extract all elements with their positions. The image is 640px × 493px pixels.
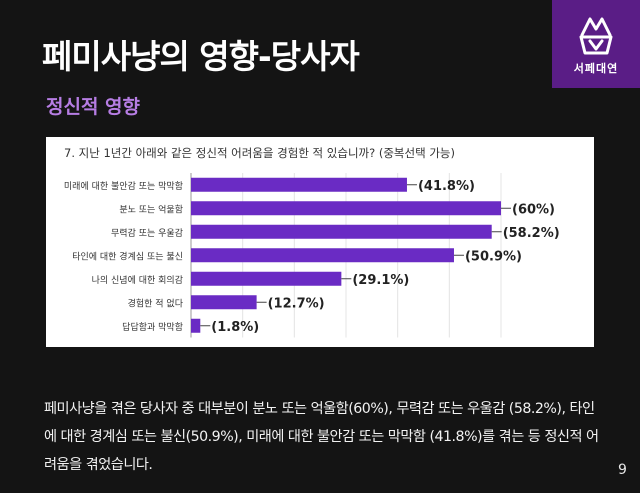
- logo-text: 서페대연: [573, 61, 619, 75]
- bar: [191, 201, 501, 216]
- tick-label: 나의 신념에 대한 회의감: [92, 274, 183, 286]
- tick-label: 답답함과 막막함: [122, 321, 183, 333]
- page-number: 9: [618, 462, 627, 478]
- chart-title: 7. 지난 1년간 아래와 같은 정신적 어려움을 경험한 적 있습니까? (중…: [64, 146, 455, 160]
- data-label: (60%): [512, 202, 555, 217]
- tick-label: 분노 또는 억울함: [119, 203, 183, 215]
- data-label: (29.1%): [352, 273, 409, 288]
- chart-panel: 7. 지난 1년간 아래와 같은 정신적 어려움을 경험한 적 있습니까? (중…: [46, 137, 594, 347]
- bar: [191, 248, 454, 263]
- tick-label: 타인에 대한 경계심 또는 불신: [72, 250, 183, 262]
- summary-text: 페미사냥을 겪은 당사자 중 대부분이 분노 또는 억울함(60%), 무력감 …: [44, 401, 599, 473]
- section-subtitle: 정신적 영향: [46, 96, 141, 118]
- logo: 서페대연: [552, 0, 640, 88]
- bar: [191, 318, 201, 333]
- data-label: (41.8%): [418, 179, 475, 194]
- bar: [191, 295, 257, 310]
- bar-chart: 7. 지난 1년간 아래와 같은 정신적 어려움을 경험한 적 있습니까? (중…: [64, 146, 560, 338]
- data-label: (58.2%): [503, 226, 560, 241]
- bar: [191, 224, 492, 239]
- tick-label: 미래에 대한 불안감 또는 막막함: [64, 180, 183, 192]
- tick-label: 무력감 또는 우울감: [111, 227, 183, 239]
- bar: [191, 177, 407, 192]
- data-label: (12.7%): [268, 296, 325, 311]
- data-label: (50.9%): [465, 249, 522, 264]
- tick-label: 경험한 적 없다: [128, 297, 184, 309]
- bar: [191, 271, 342, 286]
- feminist-union-logo-icon: [579, 17, 613, 54]
- data-label: (1.8%): [211, 320, 259, 335]
- page-title: 페미사냥의 영향-당사자: [42, 37, 360, 76]
